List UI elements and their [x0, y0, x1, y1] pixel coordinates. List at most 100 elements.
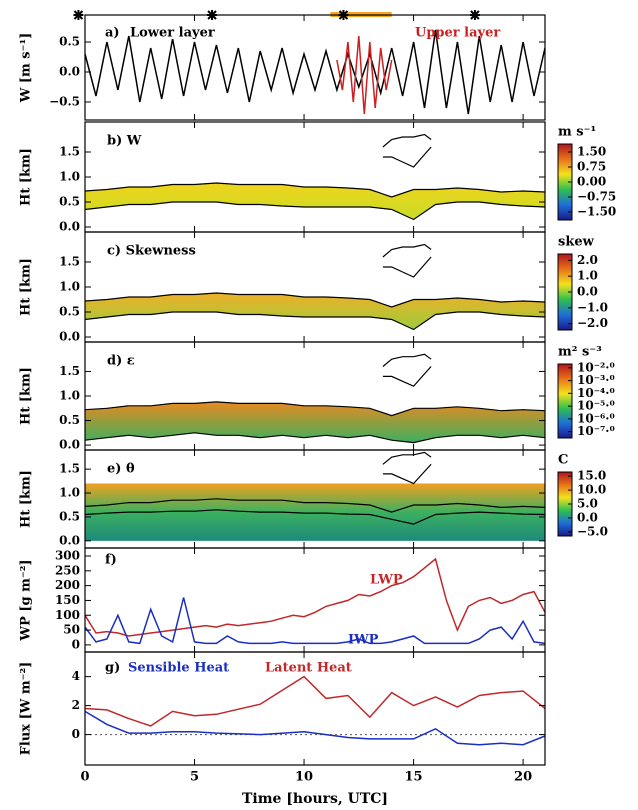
panel-label: b) W [107, 134, 142, 149]
y-tick-label: 0 [72, 727, 80, 741]
series-line [84, 498, 546, 513]
colorbar-tick-label: 1.0 [577, 269, 598, 283]
series-line [382, 366, 432, 387]
series-line [84, 401, 546, 417]
series-line [84, 509, 546, 525]
colorbar-tick-label: 0.75 [577, 160, 606, 174]
y-tick-label: 2 [72, 698, 80, 712]
y-tick-label: 0.5 [59, 413, 80, 427]
y-axis-label: W [m s⁻¹] [19, 33, 34, 104]
colorbar-tick-label: 10⁻⁵·⁰ [577, 399, 615, 413]
colorbar-tick-label: 5.0 [577, 497, 598, 511]
y-axis-label: Flux [W m⁻²] [19, 662, 34, 756]
panel-label: d) ε [107, 354, 135, 369]
series-name: Lower layer [130, 26, 215, 41]
series-line [382, 256, 432, 278]
y-tick-label: 150 [55, 593, 80, 607]
y-tick-label: 1.0 [59, 280, 80, 294]
colorbar-tick-label: 2.0 [577, 253, 598, 267]
y-tick-label: 1.5 [59, 462, 80, 476]
y-tick-label: 1.0 [59, 389, 80, 403]
series-line [382, 133, 432, 148]
y-tick-label: 200 [55, 578, 80, 592]
panel: C15.010.05.00.0−5.00.00.51.01.5 e) θHt [k… [19, 449, 608, 549]
y-tick-label: 0.0 [59, 65, 80, 79]
y-axis-label: Ht [km] [19, 258, 34, 316]
plot-frame [84, 547, 546, 653]
field-fill [85, 183, 545, 220]
x-tick-label: 10 [295, 770, 313, 785]
y-tick-label: 0.5 [59, 195, 80, 209]
y-tick-label: 0.0 [59, 220, 80, 234]
series-name: Latent Heat [265, 661, 352, 676]
series-line [382, 243, 432, 258]
colorbar-tick-label: 10⁻⁴·⁰ [577, 386, 615, 400]
panel: Lower layer Upper layer −0.5 0.0 0.5 a) W [m s… [19, 10, 546, 121]
panel-label: e) θ [107, 462, 135, 477]
y-tick-label: 0.5 [59, 305, 80, 319]
y-tick-label: 100 [55, 608, 80, 622]
series-line [84, 311, 546, 331]
y-tick-label: 300 [55, 549, 80, 563]
y-axis-label: Ht [km] [19, 148, 34, 206]
y-tick-label: 1.5 [59, 145, 80, 159]
series-line [84, 557, 546, 637]
series-name: LWP [370, 573, 403, 588]
colorbar-tick-label: −1.50 [577, 205, 616, 219]
y-tick-label: 1.5 [59, 255, 80, 269]
y-axis-label: WP [g m⁻²] [19, 559, 34, 641]
colorbar-tick-label: 0.0 [577, 510, 598, 524]
plot-frame [84, 651, 546, 766]
series-line [336, 35, 393, 115]
series-line [84, 432, 546, 444]
colorbar [557, 363, 573, 439]
y-tick-label: 0.0 [59, 330, 80, 344]
series-line [84, 201, 546, 221]
x-tick-label: 5 [190, 770, 199, 785]
y-tick-label: −0.5 [49, 95, 80, 109]
y-axis-label: Ht [km] [19, 470, 34, 528]
x-tick-label: 0 [80, 770, 89, 785]
panel: m² s⁻³10⁻²·⁰10⁻³·⁰10⁻⁴·⁰10⁻⁵·⁰10⁻⁶·⁰10⁻⁷… [19, 341, 615, 452]
colorbar-tick-label: 0.0 [577, 285, 598, 299]
panel-label: g) [105, 661, 120, 676]
colorbar-tick-label: 10.0 [577, 483, 606, 497]
panel-label: c) Skewness [107, 244, 196, 259]
y-tick-label: 1.0 [59, 486, 80, 500]
y-tick-label: 0.5 [59, 509, 80, 523]
field-fill [85, 293, 545, 330]
series-name: IWP [348, 633, 379, 648]
series-line [84, 29, 546, 115]
y-axis-label: Ht [km] [19, 367, 34, 425]
y-tick-label: 50 [63, 623, 80, 637]
y-tick-label: 250 [55, 563, 80, 577]
panel: m s⁻¹ 1.500.750.00−0.75−1.50 0.0 0.5 1.0 1.5 b… [19, 121, 616, 234]
y-tick-label: 1.5 [59, 364, 80, 378]
series-line [382, 463, 432, 485]
colorbar-tick-label: 10⁻²·⁰ [577, 360, 615, 374]
colorbar-tick-label: −1.0 [577, 300, 608, 314]
y-tick-label: 0 [72, 637, 80, 651]
y-tick-label: 1.0 [59, 170, 80, 184]
sonde-marker [73, 10, 84, 20]
colorbar-tick-label: −5.0 [577, 524, 608, 538]
colorbar-label: m² s⁻³ [558, 345, 602, 360]
panel-label: f) [105, 553, 117, 568]
colorbar-tick-label: −0.75 [577, 190, 616, 204]
series-line [84, 597, 546, 645]
panel-label: a) [105, 26, 120, 41]
series-line [84, 710, 546, 746]
panel: Sensible Heat Latent Heat 0 2 4 0 5 10 15 20 g) Flu… [19, 651, 546, 807]
series-name: Upper layer [415, 26, 500, 41]
colorbar-tick-label: −2.0 [577, 316, 608, 330]
colorbar-label: m s⁻¹ [558, 125, 596, 140]
series-line [84, 675, 546, 727]
x-tick-label: 15 [405, 770, 423, 785]
y-tick-label: 0.5 [59, 35, 80, 49]
x-axis-label: Time [hours, UTC] [242, 791, 388, 807]
colorbar-label: C [558, 453, 568, 468]
plot-frame [84, 14, 546, 121]
